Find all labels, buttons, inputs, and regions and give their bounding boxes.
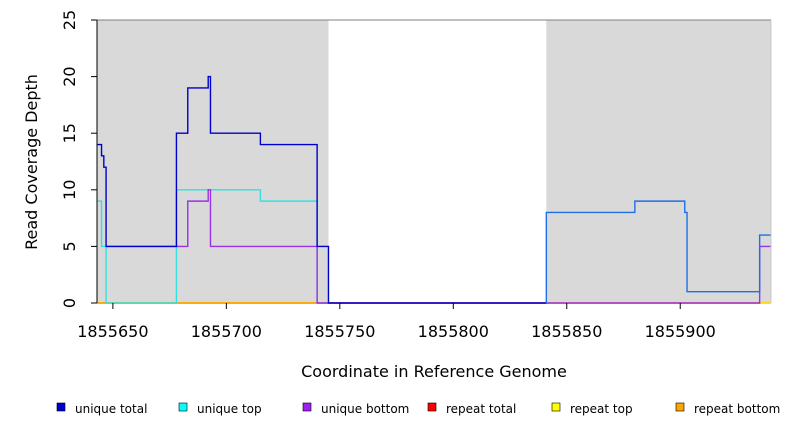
- legend-swatch: [427, 402, 437, 412]
- legend-swatch: [551, 402, 561, 412]
- legend-entry-repeat-top: repeat top: [551, 402, 633, 416]
- x-tick-label: 1855700: [191, 322, 262, 341]
- axes: [91, 19, 772, 309]
- y-tick-label: 0: [60, 298, 79, 308]
- x-tick-label: 1855850: [531, 322, 602, 341]
- series-lines: [97, 75, 771, 304]
- legend-label: unique total: [75, 402, 147, 416]
- x-axis-title: Coordinate in Reference Genome: [301, 362, 567, 381]
- y-tick-label: 5: [60, 241, 79, 251]
- legend-entry-repeat-total: repeat total: [427, 402, 516, 416]
- y-tick-label: 20: [60, 66, 79, 86]
- shaded-region-1: [546, 20, 771, 303]
- legend-label: repeat top: [570, 402, 633, 416]
- series-line-unique-total: [97, 75, 547, 304]
- legend-label: unique top: [197, 402, 262, 416]
- x-tick-label: 1855650: [77, 322, 148, 341]
- series-line-unique-total: [545, 200, 771, 303]
- x-tick-label: 1855800: [418, 322, 489, 341]
- legend-swatch: [302, 402, 312, 412]
- shaded-regions: [97, 20, 771, 303]
- x-tick-label: 1855900: [645, 322, 716, 341]
- legend-label: unique bottom: [321, 402, 409, 416]
- legend-entry-unique-top: unique top: [178, 402, 262, 416]
- series-line-unique-bottom: [106, 189, 771, 304]
- legend-entry-unique-total: unique total: [56, 402, 147, 416]
- legend-swatch: [56, 402, 66, 412]
- legend-label: repeat total: [446, 402, 516, 416]
- legend-entry-unique-bottom: unique bottom: [302, 402, 409, 416]
- y-tick-label: 10: [60, 180, 79, 200]
- legend-label: repeat bottom: [694, 402, 780, 416]
- legend-swatch: [178, 402, 188, 412]
- y-tick-label: 15: [60, 123, 79, 143]
- shaded-region-0: [97, 20, 329, 303]
- y-tick-label: 25: [60, 10, 79, 30]
- legend-swatch: [675, 402, 685, 412]
- y-axis-title: Read Coverage Depth: [22, 74, 41, 250]
- x-tick-label: 1855750: [304, 322, 375, 341]
- tick-labels: 0 5 10 15 20 25 1855650 1855700 1855750 1855800 18…: [60, 10, 716, 341]
- legend: unique total unique top unique bottom repea…: [56, 402, 780, 416]
- legend-entry-repeat-bottom: repeat bottom: [675, 402, 780, 416]
